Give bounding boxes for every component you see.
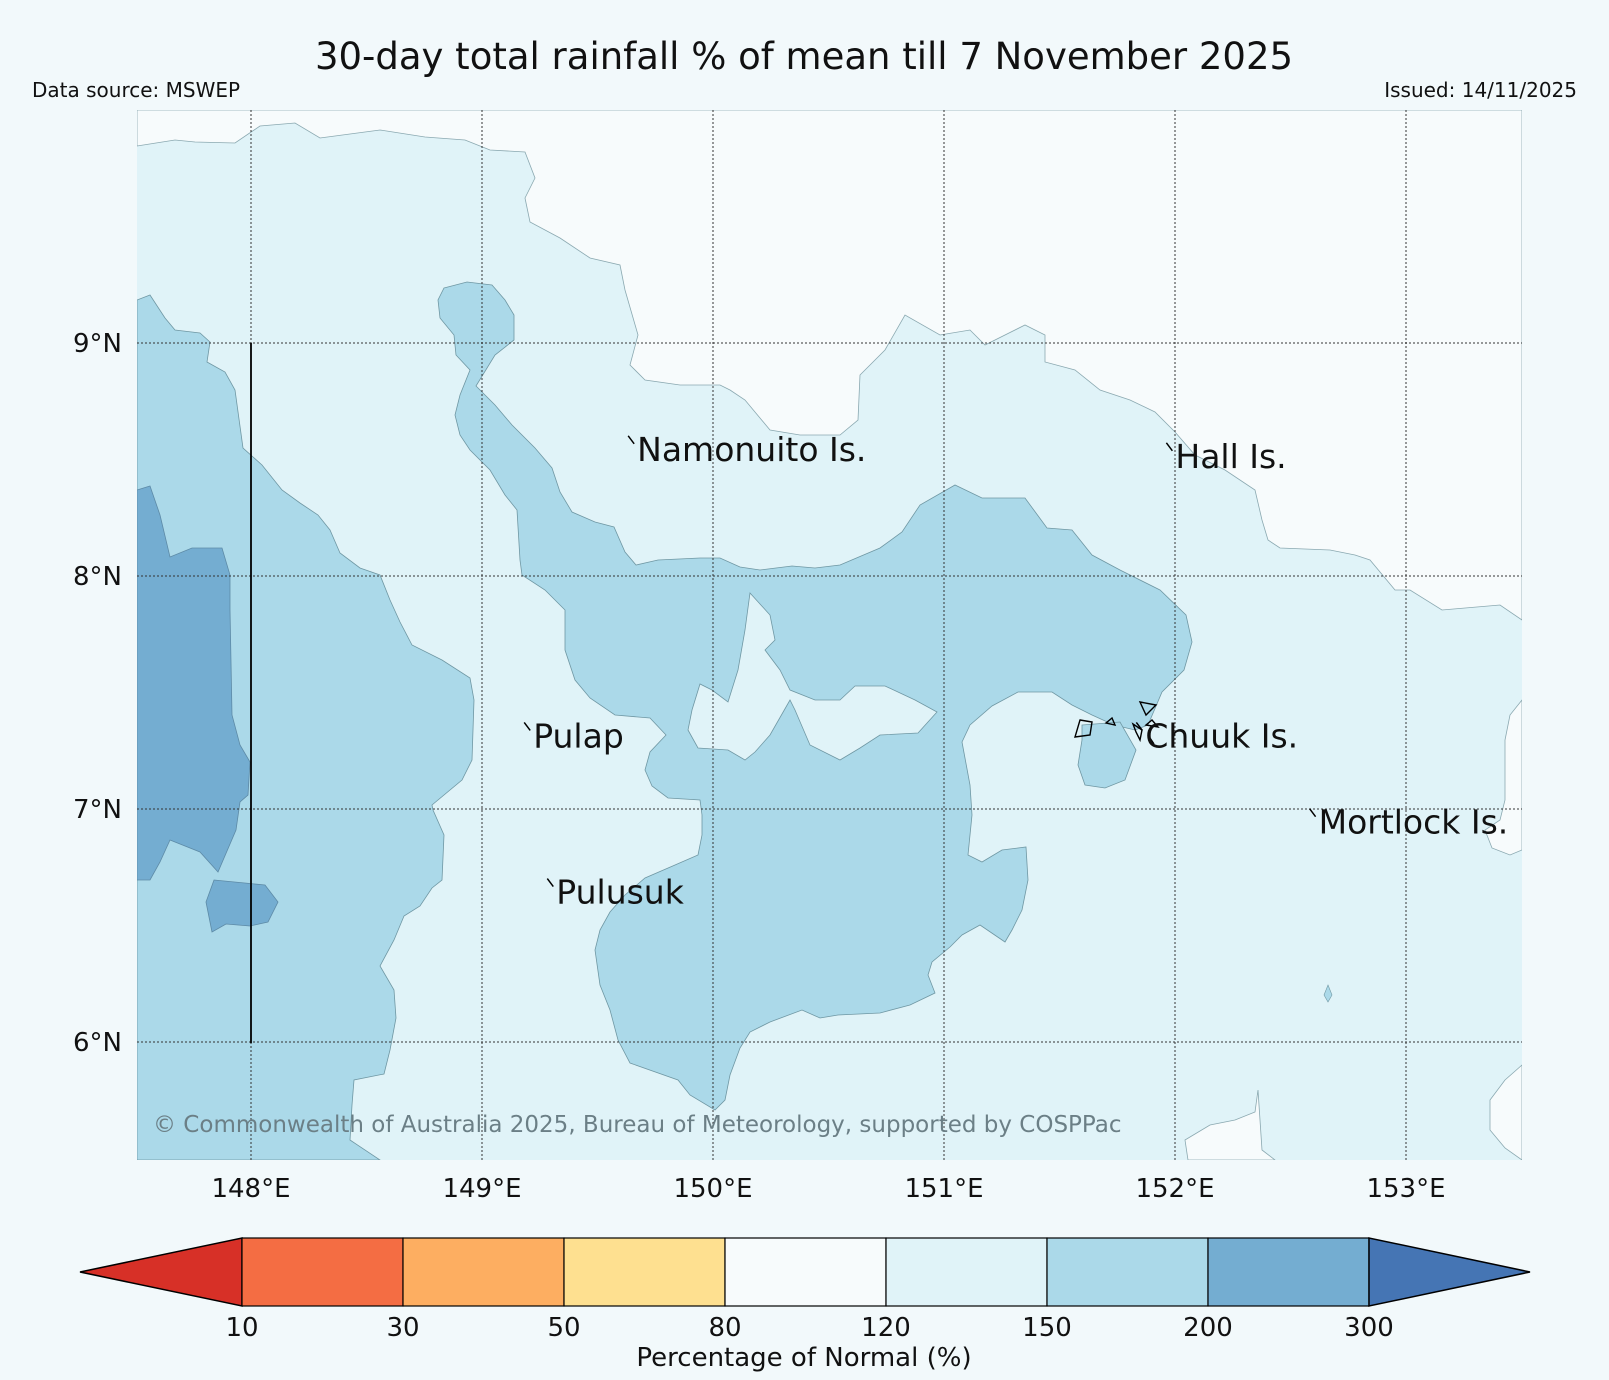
- colorbar-tick-label: 80: [708, 1313, 741, 1343]
- colorbar-tick-label: 50: [547, 1313, 580, 1343]
- colorbar-segment: [885, 1237, 1048, 1307]
- map-title: 30-day total rainfall % of mean till 7 N…: [315, 35, 1293, 78]
- rainfall-150-200-chuuk-region: [1077, 721, 1137, 789]
- colorbar-extend-low: [79, 1237, 243, 1307]
- longitude-labels: 148°E 149°E 150°E 151°E 152°E 153°E: [211, 1174, 1445, 1204]
- data-source-label: Data source: MSWEP: [32, 78, 240, 102]
- place-labels: Namonuito Is. Hall Is. Pulap Chuuk Is. Mortl…: [523, 430, 1509, 912]
- colorbar-tick-label: 150: [1022, 1313, 1072, 1343]
- place-marker: [1135, 722, 1143, 731]
- colorbar-legend: 10 30 50 80 120 150 200 300: [79, 1237, 1531, 1343]
- colorbar-label: Percentage of Normal (%): [636, 1343, 971, 1373]
- rainfall-200-300-island-region: [205, 879, 279, 933]
- rainfall-150-200-spot: [1323, 984, 1333, 1003]
- colorbar-segment: [241, 1237, 404, 1307]
- place-label: Chuuk Is.: [1145, 716, 1298, 755]
- lat-label: 8°N: [73, 562, 122, 592]
- place-marker: [1308, 808, 1317, 818]
- rainfall-80-120-east-area: [1484, 699, 1522, 856]
- chuuk-island-outlines: [1074, 701, 1160, 745]
- colorbar-segment: [1207, 1237, 1370, 1307]
- colorbar-tick-label: 300: [1344, 1313, 1394, 1343]
- place-marker: [546, 878, 554, 888]
- colorbar-segment: [1046, 1237, 1209, 1307]
- lon-label: 153°E: [1366, 1174, 1445, 1204]
- rainfall-80-120-southeast-coast: [1489, 1064, 1522, 1160]
- issued-label: Issued: 14/11/2025: [1384, 78, 1577, 102]
- copyright-notice: © Commonwealth of Australia 2025, Bureau…: [153, 1112, 1122, 1138]
- colorbar-segment: [402, 1237, 565, 1307]
- colorbar-segment: [724, 1237, 887, 1307]
- colorbar-extend-high: [1368, 1237, 1531, 1307]
- lon-label: 151°E: [904, 1174, 983, 1204]
- lat-label: 6°N: [73, 1028, 122, 1058]
- lon-label: 152°E: [1135, 1174, 1214, 1204]
- latitude-labels: 9°N 8°N 7°N 6°N: [73, 329, 122, 1058]
- place-label: Namonuito Is.: [637, 430, 866, 469]
- rainfall-80-120-north-area: [137, 110, 1522, 621]
- lat-label: 7°N: [73, 795, 122, 825]
- lon-label: 148°E: [211, 1174, 290, 1204]
- map-panel: Namonuito Is. Hall Is. Pulap Chuuk Is. Mortl…: [137, 110, 1522, 1160]
- place-marker: [627, 435, 635, 445]
- place-label: Pulap: [533, 716, 624, 755]
- rainfall-150-200-west-region: [137, 294, 475, 1160]
- colorbar-tick-label: 10: [225, 1313, 258, 1343]
- lat-label: 9°N: [73, 329, 122, 359]
- colorbar-tick-label: 120: [861, 1313, 911, 1343]
- place-label: Pulusuk: [556, 873, 684, 912]
- place-label: Hall Is.: [1175, 437, 1286, 476]
- rainfall-150-200-central-region: [437, 281, 1193, 1111]
- rainfall-80-120-southeast-area: [1184, 1089, 1276, 1160]
- rainfall-200-300-west-region: [137, 485, 251, 881]
- colorbar-segment: [563, 1237, 726, 1307]
- rainfall-120-150-inner-hole: [687, 592, 938, 761]
- place-label: Mortlock Is.: [1319, 803, 1509, 842]
- lon-label: 150°E: [673, 1174, 752, 1204]
- place-marker: [1165, 442, 1173, 452]
- lon-label: 149°E: [442, 1174, 521, 1204]
- colorbar-tick-label: 200: [1183, 1313, 1233, 1343]
- colorbar-tick-label: 30: [386, 1313, 419, 1343]
- place-marker: [523, 722, 531, 731]
